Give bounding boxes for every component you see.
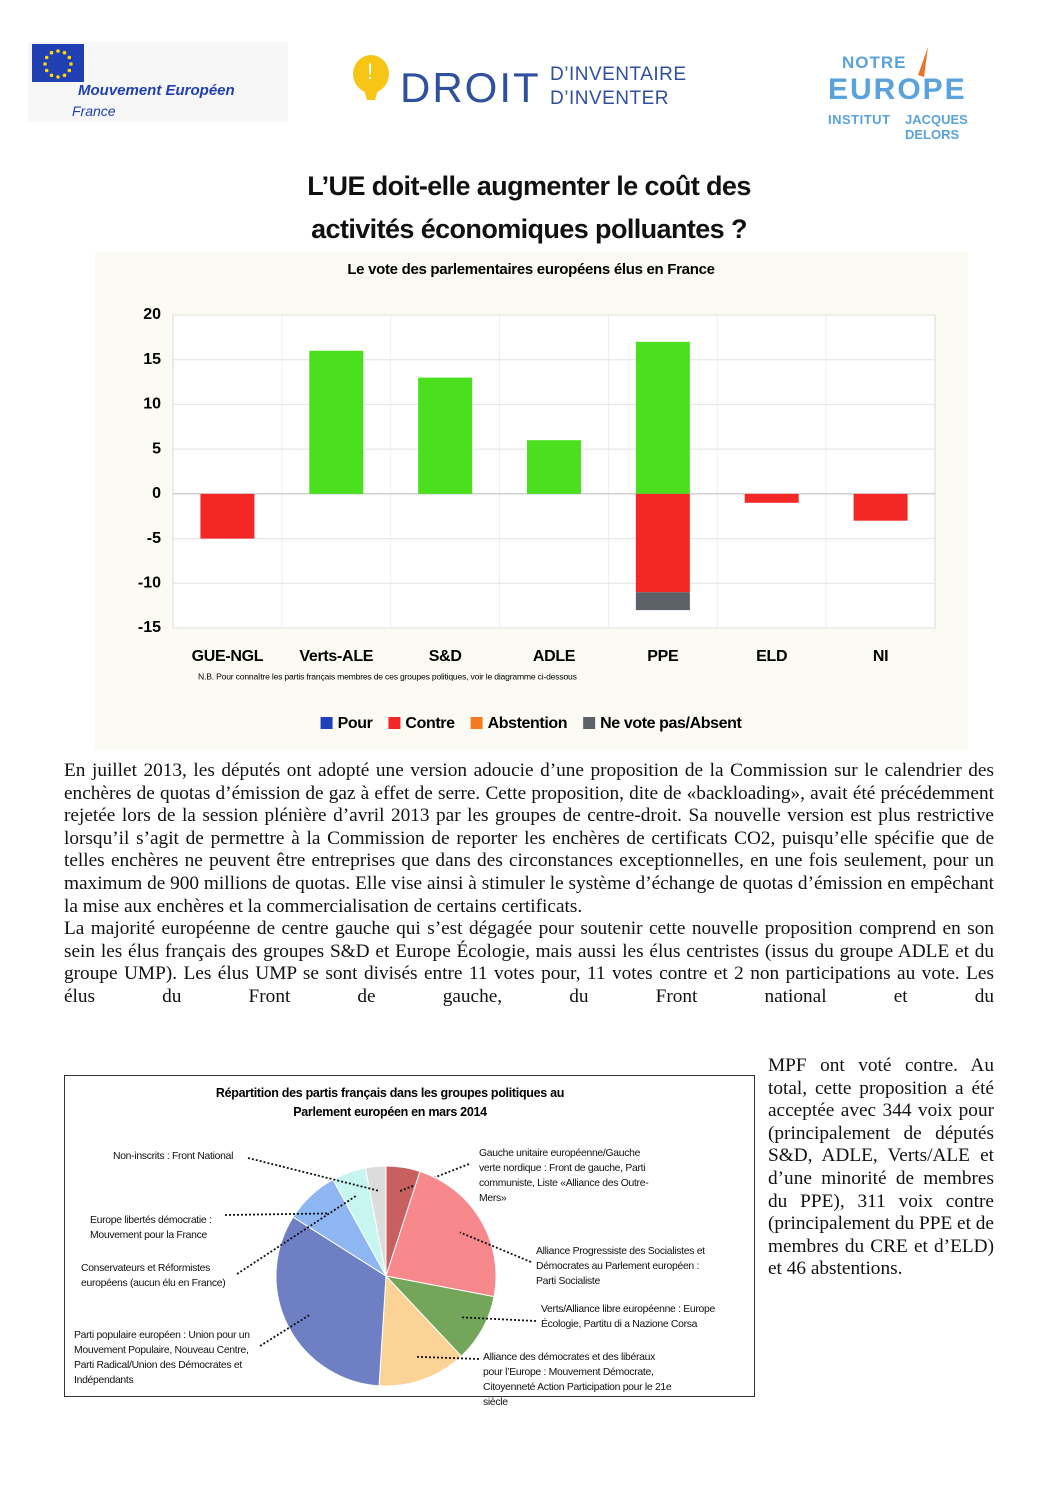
bar <box>309 350 364 494</box>
y-tick-label: -10 <box>138 575 161 592</box>
x-tick-label: S&D <box>429 648 462 665</box>
chart-note: N.B. Pour connaître les partis français … <box>198 671 577 681</box>
legend-swatch <box>320 717 333 729</box>
pie-label: Non-inscrits : Front National <box>113 1151 234 1162</box>
chart-title: Le vote des parlementaires européens élu… <box>347 261 714 278</box>
legend-label: Contre <box>405 715 455 732</box>
legend-label: Abstention <box>488 715 568 732</box>
y-tick-label: -15 <box>138 619 161 636</box>
pie-label: Alliance des démocrates et des libéraux … <box>483 1352 672 1408</box>
x-tick-label: NI <box>873 648 888 665</box>
bar <box>635 341 690 494</box>
logo-text: D’INVENTAIRE <box>550 64 687 85</box>
logo-text: ! <box>367 59 374 84</box>
x-tick-label: Verts-ALE <box>299 648 373 665</box>
pie-label: Gauche unitaire européenne/Gauche verte … <box>479 1148 649 1204</box>
leader-line <box>459 1231 532 1263</box>
legend-swatch <box>470 717 483 729</box>
article-text: En juillet 2013, les députés ont adopté … <box>64 760 994 1009</box>
logo-text: INSTITUT <box>828 112 891 127</box>
bar <box>853 493 908 521</box>
bar-chart-panel: Le vote des parlementaires européens élu… <box>95 252 968 750</box>
y-tick-label: 0 <box>152 485 161 502</box>
eu-flag <box>32 44 84 82</box>
pie-slice <box>275 1216 387 1387</box>
y-tick-label: 15 <box>143 351 161 368</box>
bar <box>200 493 255 539</box>
pie-label: Europe libertés démocratie : Mouvement p… <box>90 1215 212 1241</box>
bulb-icon <box>353 55 389 100</box>
pie-label: Conservateurs et Réformistes européens (… <box>81 1263 226 1289</box>
y-tick-label: -5 <box>147 530 161 547</box>
logo-text: France <box>72 103 116 119</box>
x-tick-label: ADLE <box>533 648 576 665</box>
x-tick-label: ELD <box>756 648 787 665</box>
legend-swatch <box>583 717 596 729</box>
logo-text: Mouvement Européen <box>78 82 235 99</box>
y-tick-label: 10 <box>143 396 161 413</box>
bar <box>635 493 690 593</box>
pie-chart <box>224 1157 537 1387</box>
legend-swatch <box>388 717 401 729</box>
legend-label: Ne vote pas/Absent <box>600 715 742 732</box>
pie-label: Parti populaire européen : Union pour un… <box>74 1330 250 1386</box>
page-title: L’UE doit-elle augmenter le coût des act… <box>307 171 751 244</box>
y-tick-label: 5 <box>152 440 161 457</box>
pie-slice <box>364 1165 387 1277</box>
pie-slice <box>385 1170 497 1298</box>
x-tick-label: GUE-NGL <box>192 648 264 665</box>
bar <box>527 440 581 494</box>
logo-text: DROIT <box>400 64 541 111</box>
pie-label: Verts/Alliance libre européenne : Europe… <box>541 1304 715 1330</box>
paragraph: La majorité européenne de centre gauche … <box>64 918 994 1007</box>
x-tick-label: PPE <box>647 648 679 665</box>
legend-label: Pour <box>338 715 373 732</box>
paragraph: MPF ont voté contre. Au total, cette pro… <box>768 1055 994 1280</box>
logo-text: D’INVENTER <box>550 88 670 109</box>
pie-chart-panel: Répartition des partis français dans les… <box>64 1075 755 1408</box>
bar <box>635 592 690 611</box>
leader-line <box>415 1355 480 1360</box>
logo-droit-inventaire: ! DROIT D’INVENTAIRE D’INVENTER <box>345 50 695 116</box>
bar <box>744 493 799 503</box>
leader-line <box>461 1316 537 1322</box>
logo-text: JACQUES DELORS <box>905 112 968 142</box>
logo-text: EUROPE <box>828 73 967 106</box>
logo-notre-europe: NOTRE EUROPE INSTITUT JACQUES DELORS <box>780 40 985 142</box>
leader-line <box>224 1212 328 1216</box>
bar <box>418 377 473 494</box>
bar-chart: Le vote des parlementaires européens élu… <box>138 261 936 732</box>
y-tick-label: 20 <box>143 306 161 323</box>
legend: Pour Contre Abstention Ne vote pas/Absent <box>320 715 743 732</box>
compass-needle <box>918 47 928 77</box>
logo-mouvement-europeen: Mouvement Européen France <box>28 42 288 122</box>
pie-label: Alliance Progressiste des Socialistes et… <box>536 1246 705 1287</box>
leader-line <box>259 1314 311 1347</box>
logo-text: NOTRE <box>842 53 907 72</box>
paragraph: En juillet 2013, les députés ont adopté … <box>64 760 994 917</box>
chart-title: Répartition des partis français dans les… <box>215 1086 565 1119</box>
